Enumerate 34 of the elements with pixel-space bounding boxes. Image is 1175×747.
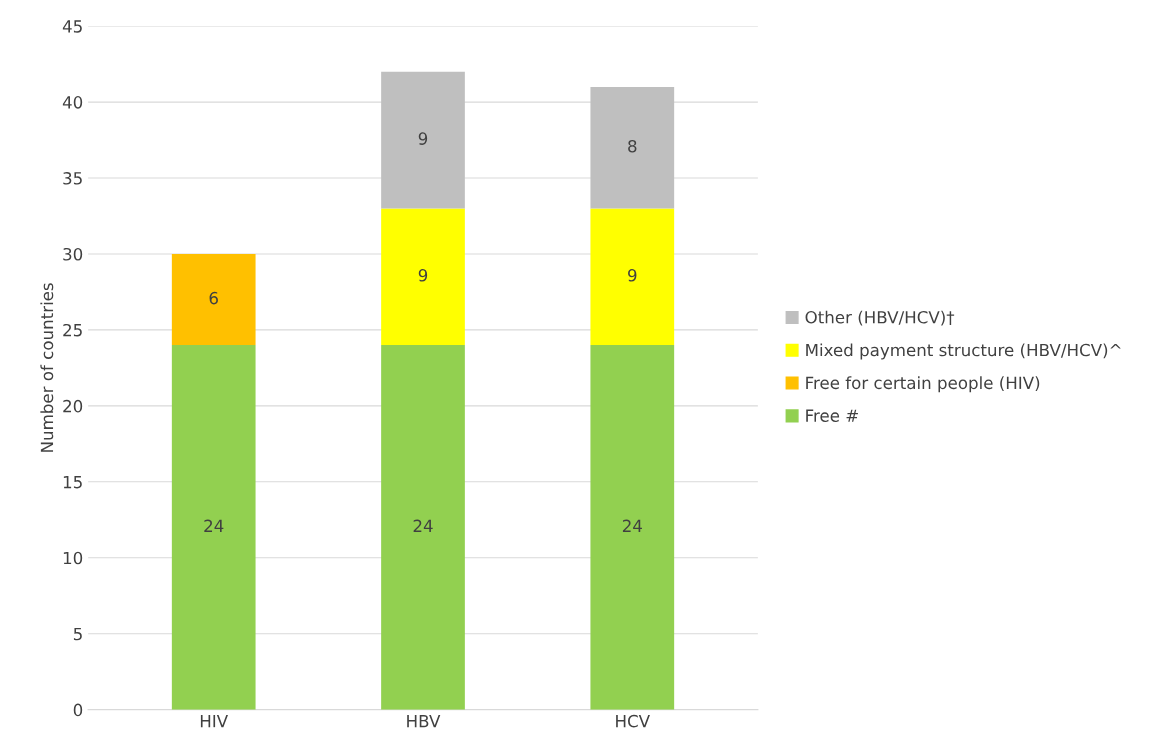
- y-tick-label: 35: [63, 172, 82, 185]
- bar: [590, 86, 675, 209]
- data-label: 9: [418, 132, 428, 145]
- data-label: 6: [209, 291, 218, 305]
- y-tick-label: 20: [63, 399, 83, 413]
- legend-label: Other (HBV/HCV)†: [805, 310, 955, 326]
- x-tick-label: HIV: [200, 715, 228, 728]
- y-tick-label: 25: [63, 323, 82, 337]
- y-tick-label: 0: [73, 703, 83, 717]
- bar: [381, 71, 465, 209]
- data-label: 24: [413, 519, 433, 532]
- y-tick-label: 40: [62, 96, 83, 109]
- legend-label: Mixed payment structure (HBV/HCV)^: [806, 343, 1121, 360]
- y-tick-label: 30: [63, 247, 83, 261]
- x-tick-label: HCV: [616, 714, 650, 728]
- legend-label: Free #: [806, 409, 858, 422]
- bar: [381, 208, 465, 346]
- bar: [171, 253, 256, 346]
- data-label: 24: [204, 519, 224, 532]
- y-tick-label: 45: [62, 20, 82, 33]
- y-tick-label: 10: [63, 551, 83, 565]
- bar: [590, 345, 675, 710]
- bar: [590, 208, 675, 346]
- data-label: 9: [418, 268, 428, 282]
- bar: [381, 345, 465, 710]
- data-label: 24: [622, 519, 642, 532]
- y-tick-label: 15: [63, 476, 82, 489]
- bar: [171, 345, 256, 710]
- y-axis-title: Number of countries: [40, 283, 54, 452]
- data-label: 9: [628, 268, 637, 282]
- y-tick-label: 5: [73, 627, 82, 641]
- legend-label: Free for certain people (HIV): [806, 376, 1040, 393]
- x-tick-label: HBV: [407, 715, 441, 728]
- data-label: 8: [628, 139, 637, 153]
